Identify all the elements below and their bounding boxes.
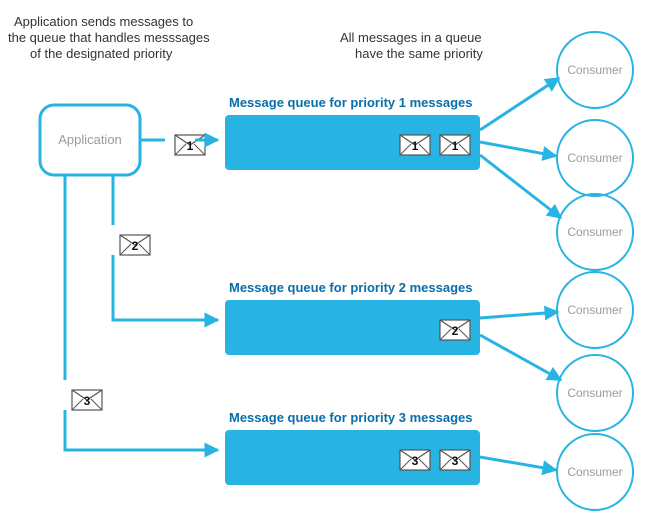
connector bbox=[480, 335, 561, 380]
caption-left-1: Application sends messages to bbox=[14, 14, 193, 29]
svg-text:1: 1 bbox=[452, 139, 459, 153]
caption-left-2: the queue that handles messsages bbox=[8, 30, 210, 45]
message-envelope: 3 bbox=[440, 450, 470, 470]
consumer-label-2: Consumer bbox=[567, 225, 622, 239]
queue-label-q3: Message queue for priority 3 messages bbox=[229, 410, 472, 425]
message-envelope: 2 bbox=[440, 320, 470, 340]
message-envelope: 1 bbox=[440, 135, 470, 155]
svg-text:1: 1 bbox=[412, 139, 419, 153]
caption-left-3: of the designated priority bbox=[30, 46, 173, 61]
message-envelope: 1 bbox=[400, 135, 430, 155]
connector bbox=[65, 410, 218, 450]
svg-text:2: 2 bbox=[132, 239, 139, 253]
caption-right-1: All messages in a queue bbox=[340, 30, 482, 45]
consumer-label-5: Consumer bbox=[567, 465, 622, 479]
svg-text:3: 3 bbox=[452, 454, 459, 468]
message-envelope: 2 bbox=[120, 235, 150, 255]
consumer-label-4: Consumer bbox=[567, 386, 622, 400]
consumer-label-3: Consumer bbox=[567, 303, 622, 317]
consumer-label-0: Consumer bbox=[567, 63, 622, 77]
svg-text:2: 2 bbox=[452, 324, 459, 338]
svg-text:3: 3 bbox=[84, 394, 91, 408]
connector bbox=[480, 142, 556, 156]
connector bbox=[480, 312, 558, 318]
svg-text:1: 1 bbox=[187, 139, 194, 153]
svg-text:3: 3 bbox=[412, 454, 419, 468]
connector bbox=[480, 457, 556, 470]
message-envelope: 1 bbox=[175, 135, 205, 155]
consumer-label-1: Consumer bbox=[567, 151, 622, 165]
message-envelope: 3 bbox=[72, 390, 102, 410]
queue-label-q1: Message queue for priority 1 messages bbox=[229, 95, 472, 110]
connector bbox=[480, 155, 561, 218]
connector bbox=[113, 255, 218, 320]
connector bbox=[480, 78, 559, 130]
caption-right-2: have the same priority bbox=[355, 46, 483, 61]
queue-label-q2: Message queue for priority 2 messages bbox=[229, 280, 472, 295]
message-envelope: 3 bbox=[400, 450, 430, 470]
application-label: Application bbox=[58, 132, 122, 147]
